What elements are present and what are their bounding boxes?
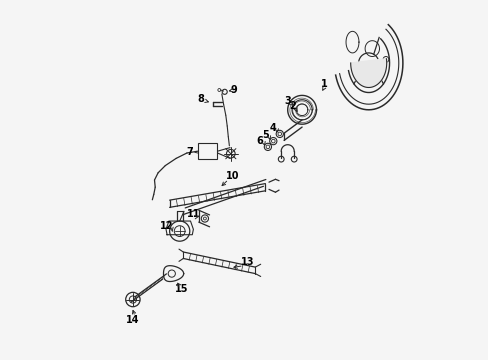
Text: 14: 14 [126,315,140,325]
Text: 15: 15 [174,284,188,294]
Text: 5: 5 [262,130,268,140]
Text: 7: 7 [186,147,193,157]
Text: 9: 9 [230,85,237,95]
Text: 12: 12 [160,221,174,231]
Text: 6: 6 [256,136,263,146]
Text: 10: 10 [226,171,239,181]
Text: 4: 4 [269,123,275,133]
Text: 8: 8 [198,94,204,104]
Text: 3: 3 [284,96,290,106]
Text: 13: 13 [241,257,254,267]
Text: 11: 11 [186,209,200,219]
Polygon shape [350,59,386,87]
Text: 2: 2 [289,101,296,111]
Text: 1: 1 [321,79,327,89]
